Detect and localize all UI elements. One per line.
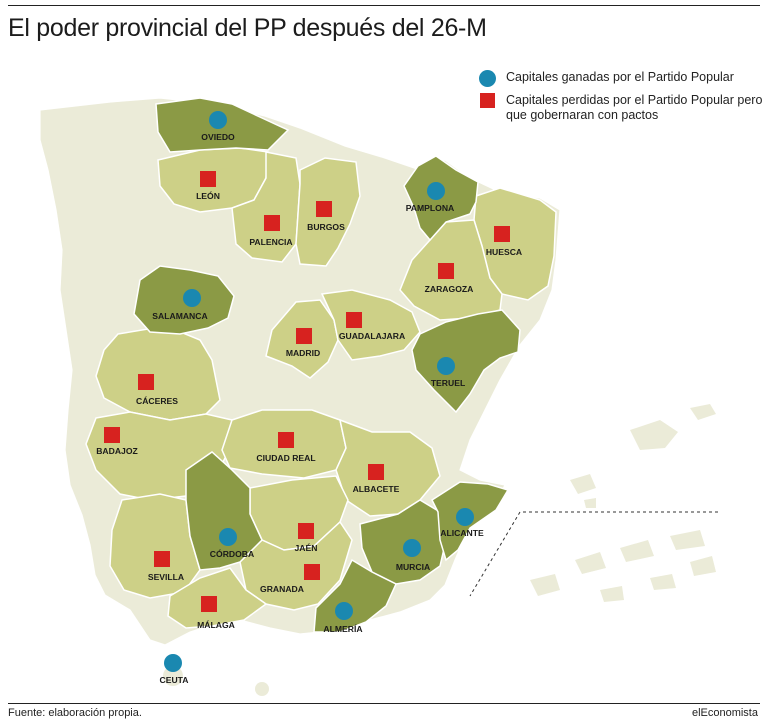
marker-albacete <box>368 464 384 480</box>
marker-madrid <box>296 328 312 344</box>
marker-granada <box>304 564 320 580</box>
marker-murcia <box>403 539 421 557</box>
formentera <box>584 498 596 508</box>
legend-gained: Capitales ganadas por el Partido Popular <box>478 70 768 87</box>
marker-pamplona <box>427 182 445 200</box>
label-zaragoza: ZARAGOZA <box>425 284 474 294</box>
marker-almeria <box>335 602 353 620</box>
markers <box>104 111 510 672</box>
label-almeria: ALMERÍA <box>323 624 362 634</box>
marker-caceres <box>138 374 154 390</box>
label-alicante: ALICANTE <box>440 528 484 538</box>
legend-lost-label: Capitales perdidas por el Partido Popula… <box>506 93 763 122</box>
province-almeria <box>313 558 397 633</box>
canarias-6 <box>650 574 676 590</box>
marker-leon <box>200 171 216 187</box>
label-burgos: BURGOS <box>307 222 345 232</box>
melilla-dot <box>255 682 269 696</box>
marker-huesca <box>494 226 510 242</box>
label-malaga: MÁLAGA <box>197 620 235 630</box>
label-palencia: PALENCIA <box>249 237 292 247</box>
marker-ciudad-real <box>278 432 294 448</box>
canarias-7 <box>600 586 624 602</box>
marker-malaga <box>201 596 217 612</box>
canarias-5 <box>690 556 716 576</box>
label-granada: GRANADA <box>260 584 304 594</box>
marker-alicante <box>456 508 474 526</box>
label-teruel: TERUEL <box>431 378 465 388</box>
marker-palencia <box>264 215 280 231</box>
blue-circle-icon <box>479 70 496 87</box>
provinces-gained <box>133 97 521 633</box>
credit: elEconomista <box>691 707 758 719</box>
marker-zaragoza <box>438 263 454 279</box>
marker-badajoz <box>104 427 120 443</box>
label-madrid: MADRID <box>286 348 320 358</box>
label-salamanca: SALAMANCA <box>152 311 207 321</box>
legend-gained-label: Capitales ganadas por el Partido Popular <box>506 70 734 84</box>
province-guadalajara <box>320 289 421 361</box>
marker-oviedo <box>209 111 227 129</box>
label-ceuta: CEUTA <box>160 675 189 685</box>
marker-sevilla <box>154 551 170 567</box>
canarias-1 <box>530 574 560 596</box>
marker-jaen <box>298 523 314 539</box>
province-teruel <box>411 309 521 414</box>
footer-rule <box>8 703 760 704</box>
label-pamplona: PAMPLONA <box>406 203 455 213</box>
canarias-3 <box>620 540 654 562</box>
label-guadalajara: GUADALAJARA <box>339 331 405 341</box>
label-cordoba: CÓRDOBA <box>210 548 254 559</box>
page-title: El poder provincial del PP después del 2… <box>8 14 487 42</box>
marker-burgos <box>316 201 332 217</box>
legend: Capitales ganadas por el Partido Popular… <box>478 70 768 131</box>
mallorca <box>630 420 678 450</box>
label-leon: LEÓN <box>196 190 220 201</box>
province-murcia <box>359 499 447 585</box>
marker-ceuta <box>164 654 182 672</box>
marker-guadalajara <box>346 312 362 328</box>
label-badajoz: BADAJOZ <box>96 446 138 456</box>
ceuta-land <box>163 666 183 686</box>
ibiza <box>570 474 596 494</box>
marker-salamanca <box>183 289 201 307</box>
label-jaen: JAÉN <box>295 543 318 553</box>
marker-cordoba <box>219 528 237 546</box>
marker-teruel <box>437 357 455 375</box>
label-oviedo: OVIEDO <box>201 132 235 142</box>
label-albacete: ALBACETE <box>353 484 400 494</box>
canarias-2 <box>575 552 606 574</box>
legend-lost: Capitales perdidas por el Partido Popula… <box>478 93 768 123</box>
label-caceres: CÁCERES <box>136 396 178 406</box>
canarias-separator <box>469 511 718 597</box>
canarias-4 <box>670 530 705 550</box>
menorca <box>690 404 716 420</box>
source-note: Fuente: elaboración propia. <box>8 707 142 719</box>
province-cordoba <box>185 451 263 571</box>
label-sevilla: SEVILLA <box>148 572 184 582</box>
label-ciudad-real: CIUDAD REAL <box>256 453 315 463</box>
label-huesca: HUESCA <box>486 247 522 257</box>
red-square-icon <box>480 93 495 108</box>
city-labels: OVIEDO LEÓN PALENCIA BURGOS PAMPLONA HUE… <box>96 132 522 685</box>
label-murcia: MURCIA <box>396 562 430 572</box>
top-rule <box>8 5 760 6</box>
